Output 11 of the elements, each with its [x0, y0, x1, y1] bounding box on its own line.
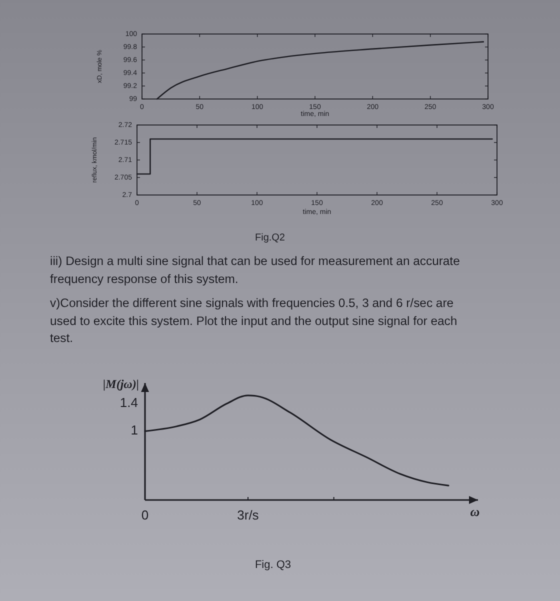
caption: Fig. Q3	[254, 558, 292, 571]
caption: Fig.Q2	[254, 232, 286, 244]
text: v)Consider the different sine signals with frequencies 0.5, 3 and 6 r/sec are used to excite this system. Plot the input and the output sine signal for each test.	[50, 295, 458, 347]
x-axis-title: ω	[470, 504, 480, 519]
line-series	[144, 394, 450, 486]
text: iii) Design a multi sine signal that can be used for measurement an accurate frequency response of this system.	[50, 253, 461, 288]
x-tick-label: 3r/s	[237, 507, 260, 522]
y-tick-label: 1.4	[120, 395, 138, 410]
x-tick-label: 0	[141, 507, 149, 522]
y-axis-title: |M(jω)|	[103, 376, 139, 391]
y-tick-label: 1	[130, 422, 138, 438]
